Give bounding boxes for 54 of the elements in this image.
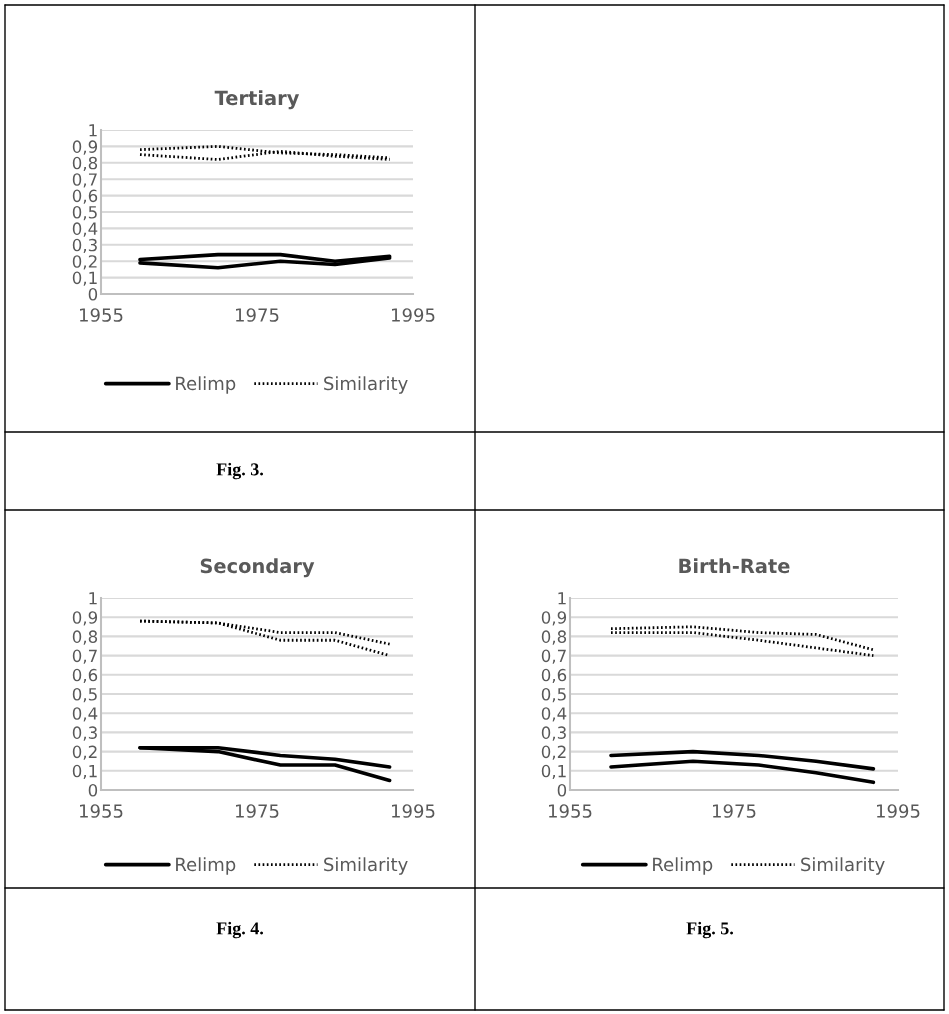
y-tick-label: 0,9	[541, 611, 567, 626]
y-tick-label: 0,3	[72, 726, 97, 741]
chart-title: Secondary	[200, 558, 315, 578]
chart-title: Tertiary	[214, 90, 300, 110]
y-tick-label: 0,7	[72, 649, 97, 664]
y-tick-label: 0,5	[72, 205, 97, 221]
legend-label: Similarity	[324, 376, 408, 394]
y-tick-label: 0,1	[72, 271, 97, 286]
y-tick-label: 0,8	[72, 630, 98, 645]
y-tick-label: 0,1	[72, 764, 97, 780]
y-tick-label: 0	[88, 783, 98, 797]
legend-label: Relimp	[176, 857, 236, 875]
y-tick-label: 0,6	[541, 668, 567, 684]
y-tick-label: 0,4	[72, 222, 98, 237]
y-tick-label: 0,4	[541, 707, 567, 722]
x-tick-label: 1975	[236, 804, 279, 818]
y-tick-label: 0	[88, 287, 98, 301]
x-tick-label: 1995	[392, 804, 435, 818]
y-tick-label: 0,2	[72, 255, 97, 270]
y-tick-label: 0,5	[541, 687, 566, 703]
chart-title: Birth-Rate	[679, 558, 790, 574]
y-tick-label: 0,7	[541, 649, 566, 664]
x-tick-label: 1975	[236, 308, 279, 322]
x-tick-label: 1955	[549, 804, 592, 818]
y-tick-label: 0	[557, 783, 567, 797]
y-tick-label: 0,8	[72, 156, 98, 172]
y-tick-label: 0,9	[72, 140, 98, 155]
y-tick-label: 0,6	[72, 668, 98, 684]
x-tick-label: 1995	[877, 804, 920, 818]
caption: Fig. 5.	[686, 921, 734, 939]
y-tick-label: 0,2	[72, 745, 97, 760]
x-tick-label: 1975	[713, 804, 756, 818]
x-tick-label: 1995	[392, 308, 435, 322]
x-tick-label: 1955	[80, 308, 123, 322]
y-tick-label: 0,9	[72, 611, 98, 626]
y-tick-label: 0,2	[541, 745, 566, 760]
y-tick-label: 1	[89, 124, 97, 137]
y-tick-label: 1	[558, 592, 566, 605]
y-tick-label: 0,7	[72, 173, 97, 188]
y-tick-label: 0,5	[72, 687, 97, 703]
legend-label: Similarity	[324, 857, 408, 875]
caption: Fig. 3.	[216, 462, 264, 480]
y-tick-label: 1	[89, 592, 97, 605]
legend-label: Similarity	[801, 857, 885, 875]
caption: Fig. 4.	[216, 921, 264, 939]
y-tick-label: 0,3	[72, 238, 97, 254]
y-tick-label: 0,4	[72, 707, 98, 722]
x-tick-label: 1955	[80, 804, 123, 818]
legend-label: Relimp	[653, 857, 713, 875]
y-tick-label: 0,6	[72, 189, 98, 204]
y-tick-label: 0,1	[541, 764, 566, 780]
y-tick-label: 0,8	[541, 630, 567, 645]
legend-label: Relimp	[176, 376, 236, 394]
y-tick-label: 0,3	[541, 726, 566, 741]
